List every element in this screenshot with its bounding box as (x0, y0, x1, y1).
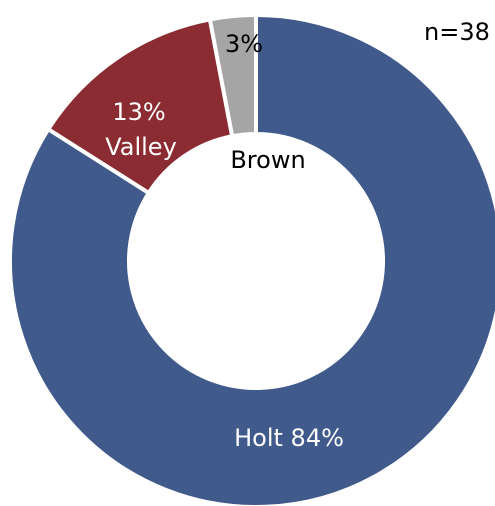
holt-slice-label: Holt 84% (234, 424, 344, 452)
valley-name-label: Valley (105, 133, 177, 161)
slice-holt (8, 12, 495, 506)
slice-brown (207, 12, 258, 139)
brown-name-label: Brown (230, 146, 305, 174)
valley-percent-label: 13% (112, 98, 165, 126)
sample-size-label: n=38 (424, 18, 490, 46)
donut-slices (8, 12, 495, 506)
brown-percent-label: 3% (225, 30, 263, 58)
